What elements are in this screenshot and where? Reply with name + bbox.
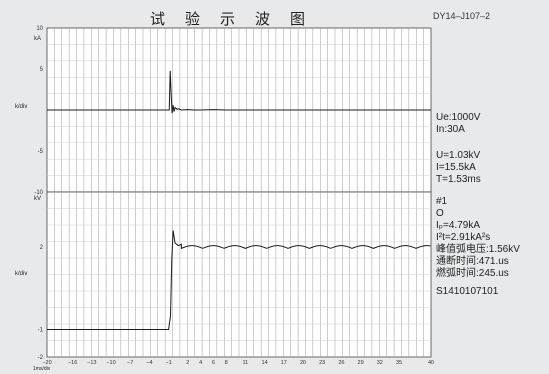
y-tick-label: 10 — [36, 26, 43, 32]
arc-time: 燃弧时间:245.us — [436, 268, 509, 279]
test-time: T=1.53ms — [436, 174, 481, 185]
trace-line — [47, 230, 431, 330]
y-tick-label: -10 — [34, 190, 43, 196]
x-tick-label: 11 — [243, 360, 249, 366]
rating-info: Ue:1000V In:30A — [436, 112, 480, 136]
x-tick-label: 2 — [186, 360, 189, 366]
top-panel-y-ticks: 10 5 -5 -10 — [34, 26, 43, 196]
x-tick-label: −16 — [68, 360, 77, 366]
rated-current: In:30A — [436, 124, 465, 135]
x-tick-label: 26 — [338, 360, 344, 366]
title-char-2: 验 — [185, 10, 201, 28]
title-char-5: 图 — [290, 10, 306, 28]
x-tick-label: 23 — [319, 360, 325, 366]
document-code: DY14–J107–2 — [433, 11, 491, 21]
x-tick-label: −4 — [146, 360, 152, 366]
title-char-1: 试 — [150, 10, 166, 28]
x-tick-label: 20 — [300, 360, 306, 366]
x-tick-label: 32 — [377, 360, 383, 366]
x-tick-label: 14 — [262, 360, 268, 366]
x-tick-labels: −20 −16 −13 −10 −7 −4 −1 2 4 6 8 11 14 17 20 23 26 29 32 35… — [42, 360, 434, 366]
x-tick-label: −10 — [106, 360, 115, 366]
y-tick-label: 2 — [40, 245, 44, 251]
bottom-panel-y-ticks: 2 -1 -2 — [38, 245, 44, 361]
x-tick-label: 8 — [225, 360, 228, 366]
test-voltage: U=1.03kV — [436, 150, 481, 161]
serial-number: S1410107101 — [436, 286, 499, 297]
top-panel-unit: kA — [34, 36, 42, 42]
trace-line — [47, 70, 431, 114]
result-info: #1 O Iₚ=4.79kA I²t=2.91kA²s 峰值弧电压:1.56kV… — [436, 196, 520, 298]
peak-arc-voltage: 峰值弧电压:1.56kV — [436, 244, 520, 255]
let-through-energy: I²t=2.91kA²s — [436, 232, 491, 243]
y-tick-label: 5 — [40, 67, 44, 73]
peak-current: Iₚ=4.79kA — [436, 220, 481, 231]
bottom-panel-trace — [47, 230, 431, 330]
x-tick-label: 29 — [358, 360, 364, 366]
bottom-panel-unit: kV — [34, 196, 42, 202]
x-tick-label: 35 — [396, 360, 402, 366]
y-tick-label: -5 — [38, 149, 44, 155]
x-tick-label: −7 — [127, 360, 133, 366]
x-tick-label: 17 — [281, 360, 287, 366]
x-tick-label: −20 — [42, 360, 51, 366]
break-time: 通断时间:471.us — [436, 256, 509, 267]
bottom-panel-grid — [46, 191, 432, 358]
title-char-3: 示 — [220, 10, 236, 28]
x-tick-label: 40 — [428, 360, 434, 366]
x-tick-label: −13 — [87, 360, 96, 366]
title-char-4: 波 — [255, 10, 271, 28]
y-tick-label: -2 — [38, 355, 44, 361]
bottom-panel-ylabel: k/div — [15, 271, 28, 277]
x-axis-label: 1ms/div — [33, 366, 51, 372]
test-current: I=15.5kA — [436, 162, 476, 173]
rated-voltage: Ue:1000V — [436, 112, 481, 123]
phase-label: O — [436, 208, 444, 219]
x-tick-label: −1 — [165, 360, 171, 366]
channel-label: #1 — [436, 196, 448, 207]
x-tick-label: 6 — [212, 360, 215, 366]
top-panel-trace — [47, 70, 431, 114]
top-panel-ylabel: k/div — [15, 104, 28, 110]
y-tick-label: -1 — [38, 328, 44, 334]
measure-info: U=1.03kV I=15.5kA T=1.53ms — [436, 150, 481, 186]
x-tick-label: 4 — [199, 360, 202, 366]
